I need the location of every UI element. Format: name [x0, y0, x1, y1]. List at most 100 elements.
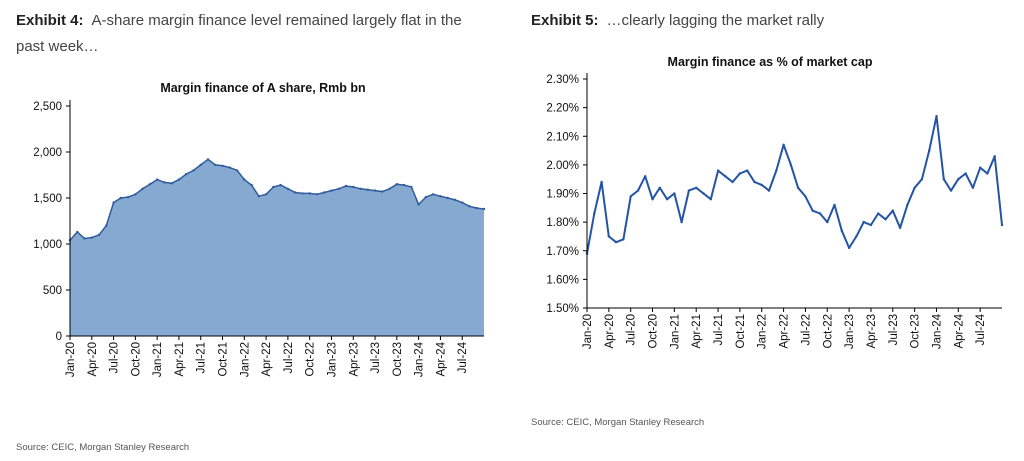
x-tick-label-0-9: Apr-22 [261, 342, 273, 377]
area-point-0-33 [308, 192, 311, 195]
margin-finance-pct-line-chart: Margin finance as % of market cap 1.50% 1.… [546, 55, 1004, 349]
area-point-0-51 [439, 195, 442, 198]
line-point-1-14 [687, 189, 691, 192]
line-point-1-34 [833, 203, 836, 207]
line-point-1-28 [789, 163, 793, 167]
y-tick-label-1-2: 1.70% [546, 246, 579, 258]
area-point-0-38 [344, 184, 348, 188]
x-tick-label-1-13: Apr-23 [866, 314, 878, 349]
area-point-0-41 [366, 188, 369, 191]
area-point-0-11 [148, 183, 152, 186]
x-tick-label-1-3: Oct-20 [648, 314, 660, 349]
line-point-1-1 [593, 212, 596, 215]
x-tick-label-0-4: Jan-21 [152, 342, 164, 377]
line-point-1-30 [804, 195, 807, 198]
line-point-1-24 [760, 183, 763, 187]
line-point-1-15 [695, 186, 698, 189]
area-point-0-10 [141, 187, 144, 190]
area-point-0-26 [257, 195, 260, 198]
y-tick-label-1-1: 1.60% [546, 274, 579, 286]
y-tick-label-0-4: 2,000 [33, 147, 62, 159]
area-point-0-31 [294, 191, 297, 194]
line-point-1-9 [651, 198, 654, 201]
x-tick-label-1-16: Jan-24 [931, 313, 943, 349]
x-tick-label-1-17: Apr-24 [953, 313, 965, 348]
y-tick-label-1-5: 2.00% [546, 160, 579, 172]
x-tick-label-1-18: Jul-24 [975, 313, 987, 345]
x-tick-label-1-4: Jan-21 [669, 314, 681, 349]
area-point-0-34 [315, 193, 319, 196]
x-tick-label-1-10: Jul-22 [800, 314, 812, 345]
area-fill-0 [70, 159, 484, 336]
line-point-1-31 [811, 209, 814, 212]
line-point-1-40 [877, 212, 880, 215]
line-point-1-12 [673, 192, 676, 195]
area-point-0-14 [170, 182, 173, 185]
area-point-0-37 [337, 187, 340, 190]
line-point-1-35 [840, 229, 843, 232]
x-tick-label-0-6: Jul-21 [196, 342, 208, 373]
x-tick-label-0-13: Apr-23 [348, 342, 360, 377]
area-point-0-20 [214, 163, 217, 167]
line-point-1-13 [680, 220, 683, 224]
line-point-1-18 [716, 169, 720, 172]
chart-title-0: Margin finance of A share, Rmb bn [160, 81, 365, 95]
line-point-1-8 [644, 175, 647, 178]
x-tick-label-1-7: Oct-21 [735, 314, 747, 349]
line-point-1-20 [731, 180, 734, 184]
x-tick-label-1-15: Oct-23 [910, 314, 922, 349]
y-tick-label-1-8: 2.30% [546, 74, 579, 86]
line-point-1-54 [979, 166, 982, 169]
area-point-0-49 [424, 195, 428, 199]
line-point-1-39 [869, 223, 873, 227]
line-point-1-5 [622, 238, 625, 241]
line-point-1-41 [884, 218, 887, 221]
area-point-0-42 [373, 189, 377, 192]
area-point-0-47 [410, 185, 413, 189]
area-point-0-7 [119, 196, 123, 200]
line-point-1-2 [600, 180, 603, 184]
exhibit-4-number: Exhibit 4: [16, 12, 84, 29]
x-tick-label-1-2: Jul-20 [626, 314, 638, 345]
x-tick-label-0-1: Apr-20 [87, 342, 99, 377]
line-point-1-46 [920, 178, 924, 181]
margin-finance-area-chart: Margin finance of A share, Rmb bn 0 500 1,0… [33, 81, 486, 377]
area-point-0-36 [330, 189, 333, 192]
area-point-0-5 [105, 224, 108, 227]
x-tick-label-0-17: Apr-24 [435, 341, 447, 376]
exhibit-5-number: Exhibit 5: [531, 12, 599, 29]
x-tick-label-1-12: Jan-23 [844, 314, 856, 349]
y-tick-label-1-3: 1.80% [546, 217, 579, 229]
line-point-1-27 [782, 143, 785, 146]
area-point-0-18 [199, 163, 202, 167]
line-point-1-36 [847, 246, 851, 250]
exhibit-5-source: Source: CEIC, Morgan Stanley Research [531, 417, 705, 428]
line-point-1-53 [971, 186, 975, 189]
area-point-0-23 [235, 169, 239, 172]
x-tick-label-1-1: Apr-20 [604, 314, 616, 349]
area-point-0-22 [228, 166, 231, 169]
area-point-0-32 [301, 192, 304, 195]
line-point-1-4 [614, 241, 618, 244]
line-point-1-32 [818, 212, 822, 215]
area-point-0-12 [156, 178, 159, 181]
x-tick-label-1-14: Jul-23 [888, 314, 900, 345]
line-point-1-38 [862, 220, 865, 224]
y-tick-label-1-6: 2.10% [546, 131, 579, 143]
area-point-0-50 [432, 193, 435, 196]
area-point-0-53 [453, 198, 457, 201]
area-point-0-48 [417, 203, 420, 206]
line-point-1-33 [826, 220, 829, 224]
area-point-0-13 [163, 181, 166, 184]
area-point-0-45 [395, 183, 398, 186]
y-tick-label-0-2: 1,000 [33, 239, 62, 251]
area-point-0-40 [359, 187, 362, 190]
x-tick-label-0-10: Jul-22 [283, 342, 295, 373]
x-tick-label-0-14: Jul-23 [370, 342, 382, 373]
x-tick-label-1-9: Apr-22 [779, 314, 791, 349]
x-tick-label-1-11: Oct-22 [822, 314, 834, 349]
exhibit-5-title: …clearly lagging the market rally [606, 12, 825, 29]
y-tick-label-0-5: 2,500 [33, 101, 62, 113]
x-tick-label-0-8: Jan-22 [239, 342, 251, 377]
line-point-1-29 [796, 186, 800, 189]
